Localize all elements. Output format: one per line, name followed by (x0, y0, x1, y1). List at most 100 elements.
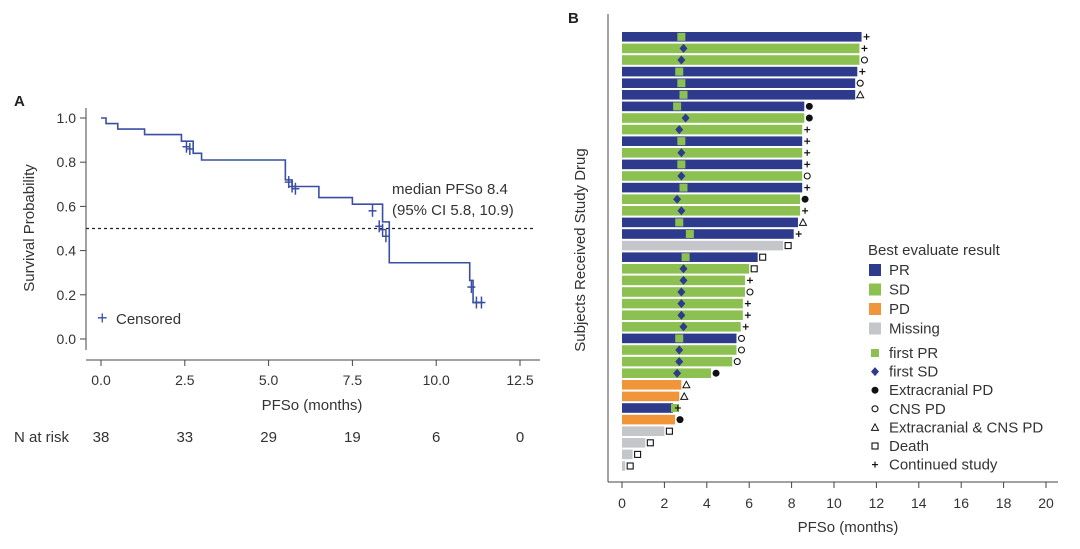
panel-a-y-ticks: 0.0 0.2 0.4 0.6 0.8 1.0 (57, 110, 86, 347)
first-sd-marker (677, 148, 686, 158)
subject-bar (622, 43, 860, 54)
subject-row (622, 148, 811, 158)
subject-bar (622, 403, 673, 413)
subject-row (622, 368, 720, 378)
first-sd-marker (871, 367, 879, 377)
extracranial-pd-marker (676, 416, 684, 424)
first-sd-marker (681, 113, 690, 123)
first-pr-marker (677, 32, 686, 41)
legend-label: Extracranial & CNS PD (889, 419, 1043, 436)
continued-study-marker (872, 461, 878, 468)
panel-a-x-ticks: 0.0 2.5 5.0 7.5 10.0 12.5 (91, 360, 534, 388)
subject-bar (622, 229, 794, 239)
subject-row (622, 124, 811, 135)
panel-b-legend: Best evaluate result PR SD PD Missing first … (868, 242, 1043, 474)
first-sd-marker (679, 322, 688, 332)
first-pr-marker (675, 218, 684, 227)
censored-legend-symbol: + (97, 308, 108, 328)
x-tick-label: 14 (911, 495, 927, 511)
panel-b-swimmer-plot: B 0 2 4 6 8 10 12 14 16 18 20 PFSo (months) Subjec… (568, 10, 1058, 536)
subject-row (622, 159, 811, 170)
first-sd-marker (677, 171, 686, 181)
legend-label: Missing (889, 321, 940, 338)
x-tick-label: 2 (661, 495, 669, 511)
subject-bar (622, 391, 680, 402)
continued-study-marker (804, 184, 811, 191)
first-pr-marker (677, 160, 686, 169)
legend-label: PR (889, 262, 910, 279)
risk-value: 33 (176, 429, 193, 446)
legend-label: Continued study (889, 457, 998, 474)
extracranial-cns-pd-marker (682, 380, 691, 389)
x-tick-label: 20 (1038, 495, 1054, 511)
first-pr-marker (681, 253, 690, 262)
legend-label: first PR (889, 345, 938, 362)
first-pr-marker (677, 79, 686, 88)
subject-row (622, 426, 673, 436)
legend-swatch-sd (869, 283, 881, 296)
panel-b-y-label: Subjects Received Study Drug (572, 148, 589, 351)
subject-bar (622, 113, 805, 123)
continued-study-marker (795, 231, 802, 237)
subject-row (622, 322, 749, 332)
subject-row (622, 194, 809, 204)
subject-bar (622, 206, 801, 216)
subject-bar (622, 217, 798, 228)
subject-bar (622, 101, 805, 112)
risk-value: 29 (260, 429, 277, 446)
continued-study-marker (744, 300, 751, 307)
first-pr-marker (685, 230, 694, 238)
subject-bar (622, 159, 803, 170)
subject-bar (622, 32, 862, 42)
legend-swatch-missing (869, 322, 881, 335)
subject-bar (622, 414, 675, 425)
first-sd-marker (673, 194, 682, 204)
panel-a-km-chart: A 0.0 0.2 0.4 0.6 0.8 1.0 0.0 2.5 5.0 7.5 10.0 12.… (14, 93, 540, 446)
first-sd-marker (679, 43, 688, 53)
extracranial-cns-pd-marker (679, 391, 689, 400)
panel-b-x-label: PFSo (months) (798, 519, 899, 536)
subject-bar (622, 380, 682, 390)
y-tick-label: 0.8 (57, 154, 77, 170)
subject-row (622, 32, 870, 42)
subject-row (622, 345, 746, 355)
subject-row (622, 78, 864, 88)
subject-bar (622, 171, 803, 181)
x-tick-label: 16 (953, 495, 969, 511)
subject-bar (622, 368, 712, 378)
first-sd-marker (677, 287, 686, 297)
x-tick-label: 0.0 (91, 372, 111, 388)
extracranial-pd-marker (805, 114, 813, 122)
first-sd-marker (679, 275, 688, 285)
x-tick-label: 18 (996, 495, 1012, 511)
subject-row (622, 298, 751, 309)
cns-pd-marker (860, 56, 868, 64)
continued-study-marker (744, 312, 751, 319)
continued-study-marker (746, 277, 753, 284)
median-annotation-line2: (95% CI 5.8, 10.9) (392, 202, 514, 219)
extracranial-pd-marker (712, 369, 720, 377)
subject-bar (622, 438, 646, 448)
cns-pd-marker (856, 79, 864, 87)
censored-legend-label: Censored (116, 311, 181, 328)
censored-mark (185, 142, 194, 155)
y-tick-label: 0.4 (57, 243, 77, 259)
subject-row (622, 66, 866, 77)
subject-row (622, 438, 654, 448)
subject-row (622, 287, 754, 297)
first-pr-marker (871, 349, 879, 357)
first-sd-marker (673, 368, 682, 378)
subject-row (622, 90, 865, 100)
risk-table-values: 38 33 29 19 6 0 (93, 429, 525, 446)
first-sd-marker (677, 310, 686, 320)
first-sd-marker (675, 125, 684, 135)
first-sd-marker (677, 55, 686, 65)
continued-study-marker (804, 126, 811, 133)
cns-pd-marker (746, 288, 754, 296)
continued-study-marker (802, 207, 809, 214)
subject-row (622, 252, 767, 262)
subject-bar (622, 461, 626, 471)
first-sd-marker (675, 345, 684, 355)
first-pr-marker (677, 137, 686, 146)
